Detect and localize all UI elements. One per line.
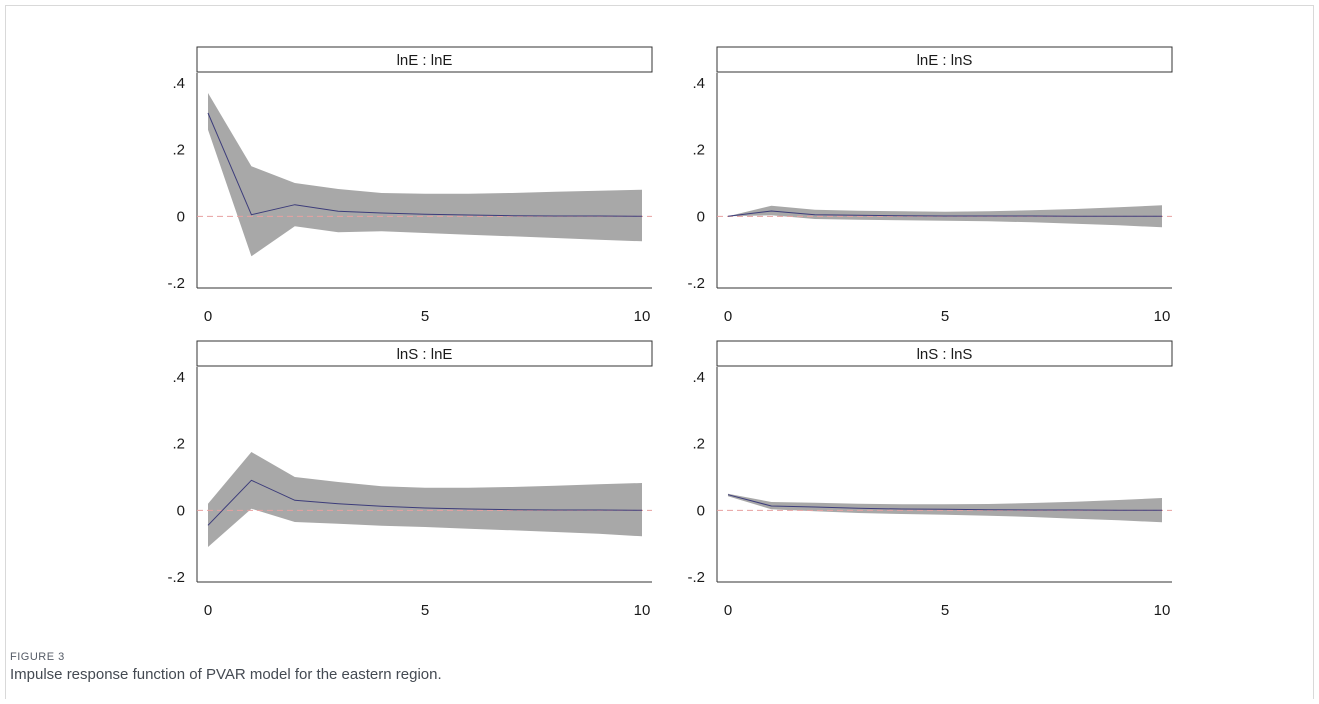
panel-4: lnS : lnS .4 .2 0 -.2 0 5 10 (687, 340, 1173, 619)
x-tick-label: 5 (421, 308, 429, 325)
x-tick-label: 10 (1154, 308, 1171, 325)
impulse-response-line (207, 479, 643, 526)
x-tick-label: 0 (724, 602, 732, 619)
impulse-response-line (207, 112, 643, 217)
y-tick-label: .2 (692, 142, 705, 159)
impulse-response-line (727, 210, 1162, 217)
y-tick-label: .2 (172, 436, 185, 453)
panel-title: lnE : lnS (917, 52, 973, 69)
y-tick-label: -.2 (687, 275, 705, 292)
x-tick-label: 0 (204, 308, 212, 325)
y-tick-label: .4 (172, 369, 185, 386)
y-tick-label: -.2 (167, 275, 185, 292)
x-tick-label: 0 (724, 308, 732, 325)
figure-frame (5, 5, 1314, 699)
y-tick-label: .4 (692, 369, 705, 386)
x-tick-label: 10 (1154, 602, 1171, 619)
panel-title: lnS : lnS (917, 346, 973, 363)
y-tick-label: -.2 (687, 569, 705, 586)
panel-title: lnE : lnE (397, 52, 453, 69)
x-tick-label: 5 (941, 308, 949, 325)
x-tick-label: 0 (204, 602, 212, 619)
y-tick-label: 0 (177, 502, 185, 519)
x-tick-label: 10 (634, 308, 651, 325)
impulse-response-figure: lnE : lnE .4 .2 0 -.2 0 5 10 lnE : lnS .4 .2 0 -.2 0 5… (167, 46, 1173, 619)
impulse-response-line (727, 494, 1162, 511)
panel-title-box (716, 340, 1173, 367)
y-tick-label: .2 (692, 436, 705, 453)
panel-title-box (196, 46, 653, 73)
panel-title-box (196, 340, 653, 367)
y-tick-label: -.2 (167, 569, 185, 586)
x-tick-label: 5 (941, 602, 949, 619)
y-tick-label: .2 (172, 142, 185, 159)
panel-title: lnS : lnE (397, 346, 453, 363)
y-tick-label: .4 (692, 75, 705, 92)
panel-2: lnE : lnS .4 .2 0 -.2 0 5 10 (687, 46, 1173, 325)
confidence-band (208, 93, 642, 257)
panel-title-box (716, 46, 1173, 73)
figure-caption: Impulse response function of PVAR model … (10, 666, 442, 683)
confidence-band (728, 493, 1162, 523)
panel-1: lnE : lnE .4 .2 0 -.2 0 5 10 (167, 46, 653, 325)
panel-3: lnS : lnE .4 .2 0 -.2 0 5 10 (167, 340, 653, 619)
y-tick-label: 0 (177, 208, 185, 225)
y-tick-label: .4 (172, 75, 185, 92)
y-tick-label: 0 (697, 502, 705, 519)
figure-label: FIGURE 3 (10, 651, 65, 663)
x-tick-label: 5 (421, 602, 429, 619)
x-tick-label: 10 (634, 602, 651, 619)
confidence-band (208, 452, 642, 547)
y-tick-label: 0 (697, 208, 705, 225)
